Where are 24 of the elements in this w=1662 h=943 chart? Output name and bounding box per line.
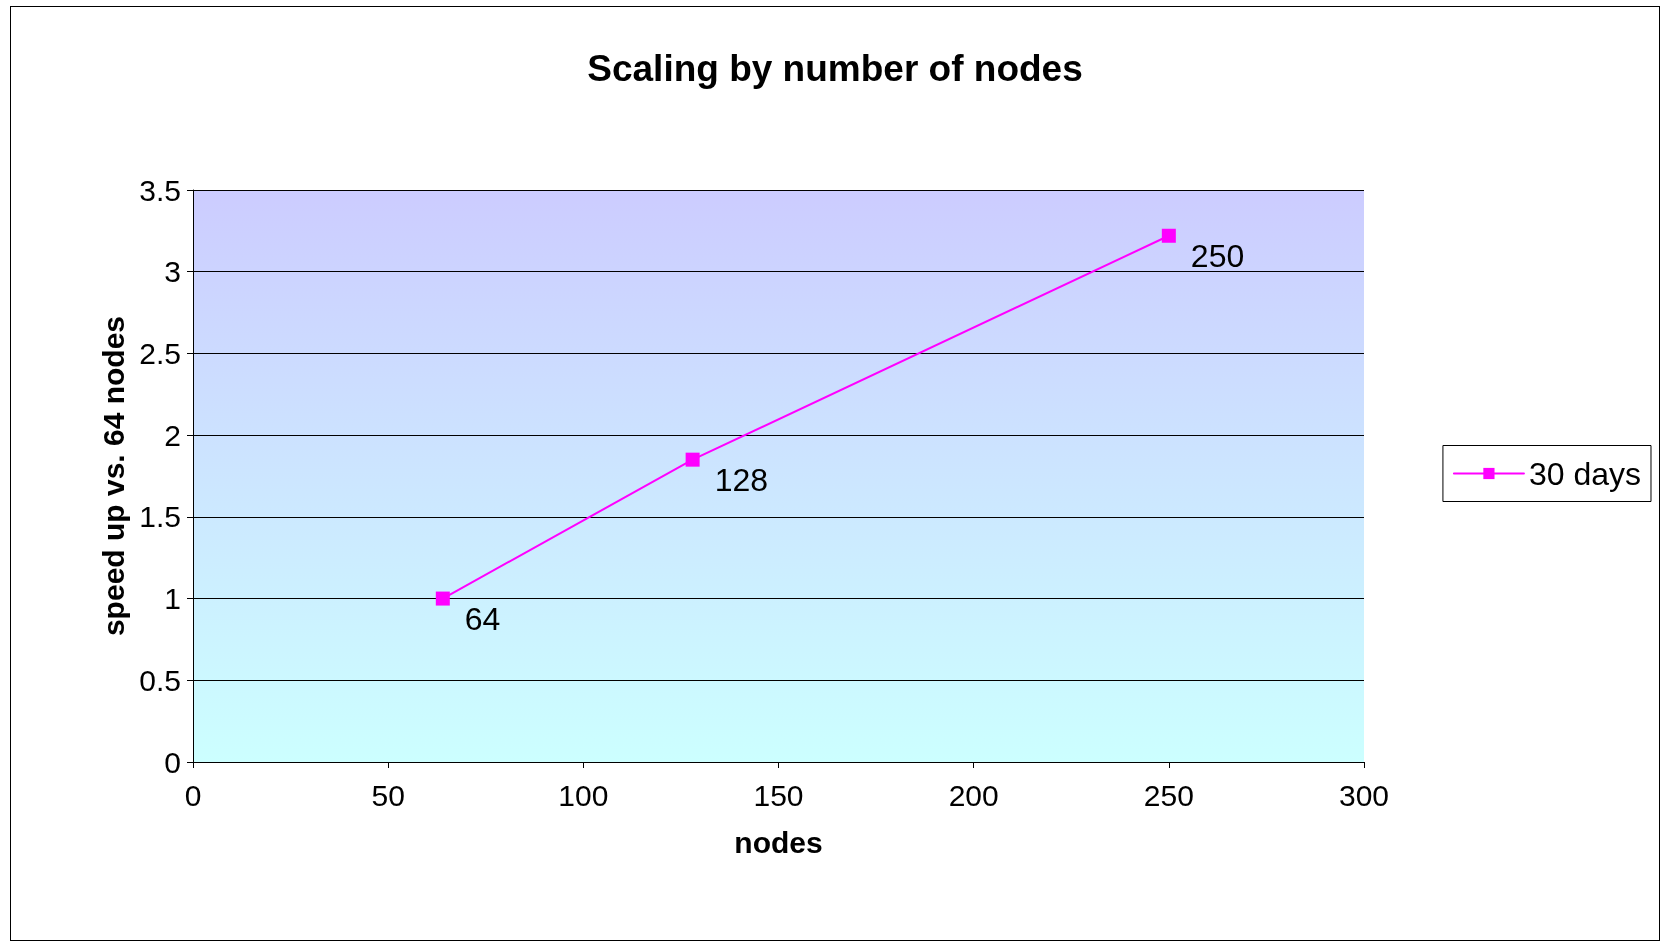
x-tick-label: 300 (1338, 778, 1390, 812)
chart-title: Scaling by number of nodes (587, 48, 1083, 89)
legend-label: 30 days (1528, 455, 1641, 492)
point (435, 591, 450, 606)
x-tick-label: 100 (558, 778, 609, 812)
y-tick-label: 2 (164, 418, 181, 452)
y-tick-label: 0 (164, 745, 181, 779)
annotation: 64 (464, 600, 501, 637)
y-tick-label: 2.5 (139, 336, 181, 370)
y-tick-label: 3 (164, 255, 181, 289)
y-tick-label: 0.5 (139, 663, 181, 697)
x-tick-label: 250 (1143, 778, 1194, 812)
point (685, 452, 700, 467)
y-tick-label: 1 (164, 582, 181, 616)
annotation: 250 (1190, 237, 1245, 274)
annotation: 128 (714, 461, 769, 498)
x-tick-label: 200 (948, 778, 999, 812)
x-tick-label: 50 (371, 778, 405, 812)
point (1161, 228, 1176, 243)
y-tick-label: 3.5 (139, 173, 181, 207)
x-tick-label: 150 (753, 778, 804, 812)
x-axis-title: nodes (734, 825, 823, 859)
y-tick-label: 1.5 (139, 500, 181, 534)
y-axis-title: speed up vs. 64 nodes (96, 315, 130, 637)
